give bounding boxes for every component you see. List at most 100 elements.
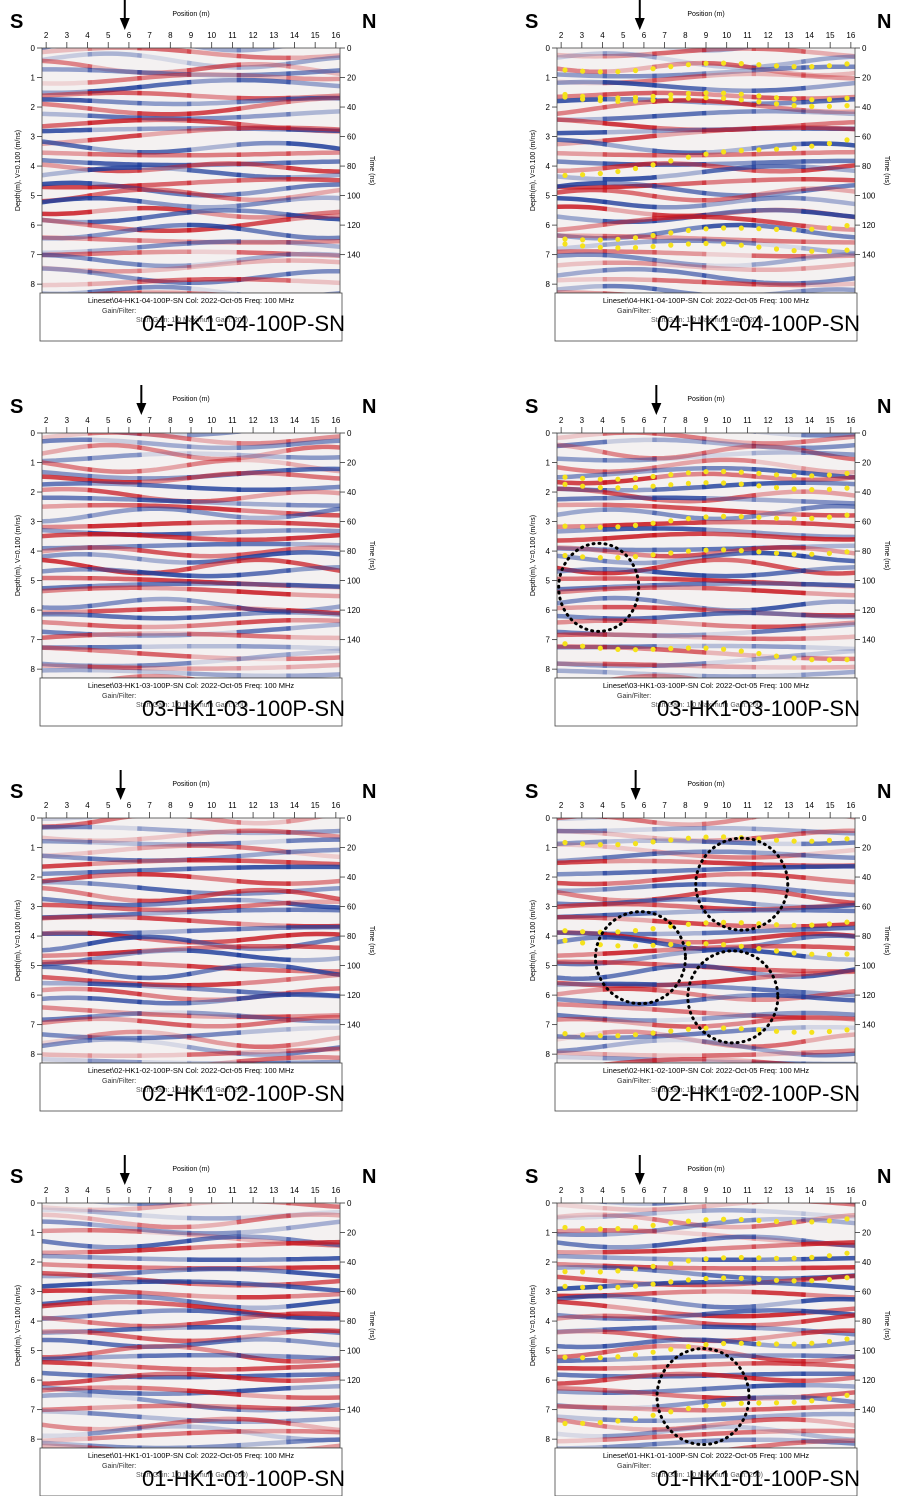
x-tick-label: 11 [743,801,752,810]
reflector [137,103,191,104]
interpreted-point [562,641,567,646]
reflector [702,632,756,635]
time-tick-label: 140 [347,1021,361,1030]
reflector [88,483,142,485]
reflector [286,1028,340,1030]
interpreted-point [756,62,761,67]
reflector [652,1340,706,1342]
time-tick-label: 80 [862,162,871,171]
line-id: 03-HK1-03-100P-SN [142,696,345,721]
x-tick-label: 16 [331,31,340,40]
reflector [752,68,806,71]
reflector [652,852,706,854]
reflector [801,1414,855,1415]
interpreted-point [809,97,814,102]
time-tick-label: 140 [862,1021,876,1030]
reflector [801,179,855,180]
x-tick-label: 15 [826,31,835,40]
reflector [237,591,291,594]
reflector [137,912,191,914]
interpreted-point [562,524,567,529]
reflector [702,676,756,677]
interpreted-point [739,1217,744,1222]
reflector [237,179,291,180]
reflector [702,74,756,76]
reflector [286,881,340,884]
reflector [237,890,291,891]
reflector [38,989,92,991]
time-tick-label: 60 [862,518,871,527]
reflector [652,529,706,530]
interpreted-point [580,94,585,99]
reflector [237,522,291,523]
reflector [652,1267,706,1268]
depth-tick-label: 7 [31,1406,36,1415]
position-label: Position (m) [172,11,209,18]
x-tick-label: 2 [44,416,49,425]
depth-tick-label: 8 [546,1050,551,1059]
reflector [752,522,806,523]
depth-tick-label: 6 [546,991,551,1000]
interpreted-point [598,245,603,250]
x-tick-label: 14 [290,31,299,40]
reflector [801,1299,855,1301]
time-axis-label: Time (ns) [883,156,890,185]
interpreted-point [756,1255,761,1260]
reflector [752,1201,806,1202]
reflector [752,1196,806,1198]
reflector [752,1328,806,1331]
depth-tick-label: 7 [31,251,36,260]
reflector [286,530,340,531]
time-tick-label: 100 [862,1347,876,1356]
x-tick-label: 8 [168,31,173,40]
gain-line: Gain/Filter: [102,693,136,700]
reflector [88,1019,142,1021]
reflector [38,606,92,608]
x-tick-label: 7 [147,416,152,425]
interpreted-point [580,237,585,242]
north-label: N [362,11,376,33]
reflector [752,1292,806,1295]
reflector [553,917,607,918]
x-tick-label: 16 [331,801,340,810]
reflector [286,179,340,180]
x-tick-label: 6 [127,1186,132,1195]
time-tick-label: 120 [347,991,361,1000]
reflector [137,1355,191,1356]
interpreted-point [721,1402,726,1407]
reflector [137,38,191,46]
interpreted-point [615,245,620,250]
x-tick-label: 8 [683,31,688,40]
reflector [187,868,241,869]
depth-tick-label: 7 [546,636,551,645]
reflector [652,534,706,536]
interpreted-point [774,1219,779,1224]
reflector [38,1446,92,1448]
interpreted-point [792,839,797,844]
depth-tick-label: 2 [546,488,551,497]
reflector [88,670,142,671]
reflector [38,1230,92,1231]
reflector [752,198,806,200]
reflector [652,828,706,829]
x-tick-label: 6 [642,31,647,40]
reflector [801,667,855,668]
reflector [652,1282,706,1284]
depth-tick-label: 2 [31,103,36,112]
reflector [702,282,756,284]
reflector [553,635,607,636]
reflector [187,102,241,104]
interpreted-point [739,61,744,66]
depth-tick-label: 7 [546,1021,551,1030]
interpreted-point [756,1341,761,1346]
reflector [801,1013,855,1015]
reflector [137,454,191,456]
reflector [137,860,191,861]
reflector [553,74,607,76]
interpreted-point [739,649,744,654]
reflector [237,261,291,263]
reflector [603,1251,657,1252]
interpreted-point [721,96,726,101]
interpreted-point [651,1413,656,1418]
arrow [120,0,130,30]
